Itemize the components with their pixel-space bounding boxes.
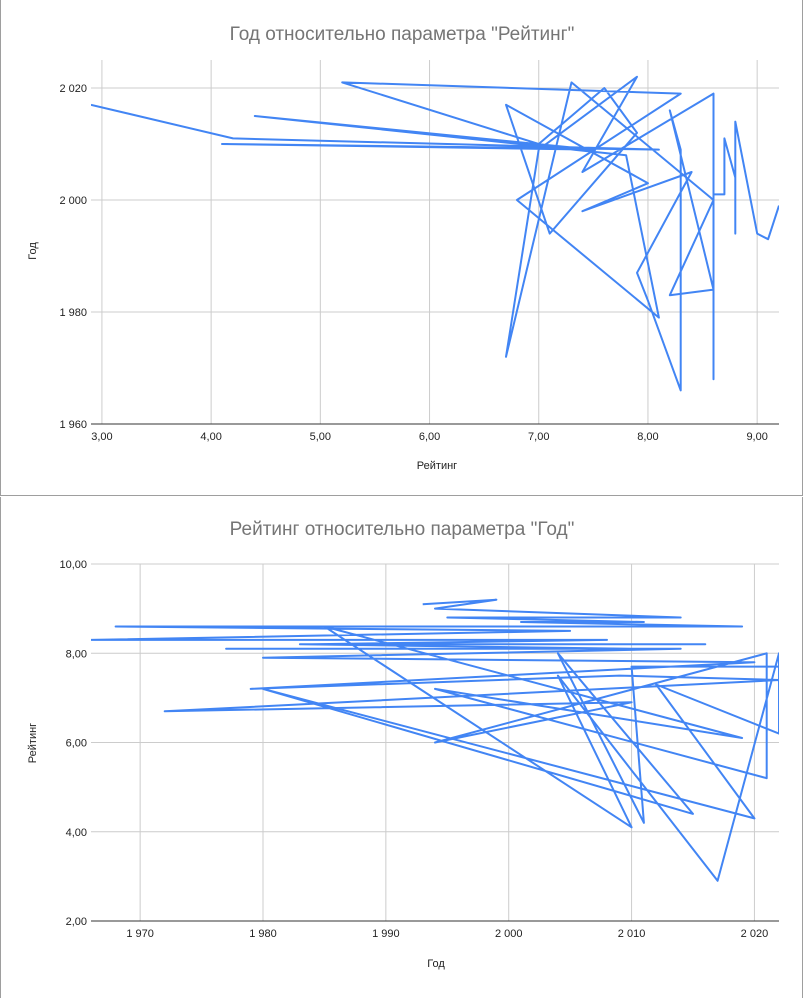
x-tick-label: 1 980 bbox=[249, 928, 277, 940]
x-axis-label: Рейтинг bbox=[417, 460, 457, 472]
chart-title: Рейтинг относительно параметра "Год" bbox=[230, 519, 575, 540]
y-tick-label: 1 960 bbox=[59, 419, 87, 431]
series-line bbox=[91, 75, 779, 392]
chart-title: Год относительно параметра "Рейтинг" bbox=[230, 24, 575, 45]
y-tick-label: 8,00 bbox=[66, 648, 87, 660]
y-tick-label: 1 980 bbox=[59, 307, 87, 319]
x-axis-label: Год bbox=[427, 958, 445, 970]
tick-labels: 3,00 4,00 5,00 6,00 7,00 8,00 9,00 1 960 1 980 2 … bbox=[59, 83, 767, 443]
series-line bbox=[91, 598, 779, 882]
y-tick-label: 10,00 bbox=[59, 559, 87, 571]
y-axis-label: Год bbox=[27, 242, 39, 260]
x-tick-label: 2 000 bbox=[495, 928, 523, 940]
x-tick-label: 7,00 bbox=[528, 431, 549, 443]
x-tick-label: 1 990 bbox=[372, 928, 400, 940]
x-tick-label: 2 020 bbox=[741, 928, 769, 940]
gridlines bbox=[91, 60, 779, 425]
y-tick-label: 6,00 bbox=[66, 738, 87, 750]
y-tick-label: 2 020 bbox=[59, 83, 87, 95]
x-tick-label: 4,00 bbox=[200, 431, 221, 443]
y-axis-label: Рейтинг bbox=[27, 723, 39, 763]
series-layer bbox=[91, 75, 779, 392]
x-tick-label: 9,00 bbox=[746, 431, 767, 443]
x-tick-label: 3,00 bbox=[91, 431, 112, 443]
chart-panel-year-rating: Рейтинг относительно параметра "Год" 1 9… bbox=[0, 497, 803, 998]
x-tick-label: 5,00 bbox=[310, 431, 331, 443]
y-tick-label: 4,00 bbox=[66, 827, 87, 839]
x-tick-label: 2 010 bbox=[618, 928, 646, 940]
chart-year-vs-rating: Год относительно параметра "Рейтинг" 3,0… bbox=[27, 24, 779, 472]
y-tick-label: 2,00 bbox=[66, 916, 87, 928]
tick-labels: 1 970 1 980 1 990 2 000 2 010 2 020 2,00 4,00 6,… bbox=[59, 559, 768, 940]
x-tick-label: 8,00 bbox=[637, 431, 658, 443]
x-tick-label: 6,00 bbox=[419, 431, 440, 443]
series-layer bbox=[91, 598, 779, 882]
chart-rating-vs-year: Рейтинг относительно параметра "Год" 1 9… bbox=[27, 519, 779, 970]
chart-panel-rating-year: Год относительно параметра "Рейтинг" 3,0… bbox=[0, 0, 803, 496]
y-tick-label: 2 000 bbox=[59, 195, 87, 207]
x-tick-label: 1 970 bbox=[126, 928, 154, 940]
